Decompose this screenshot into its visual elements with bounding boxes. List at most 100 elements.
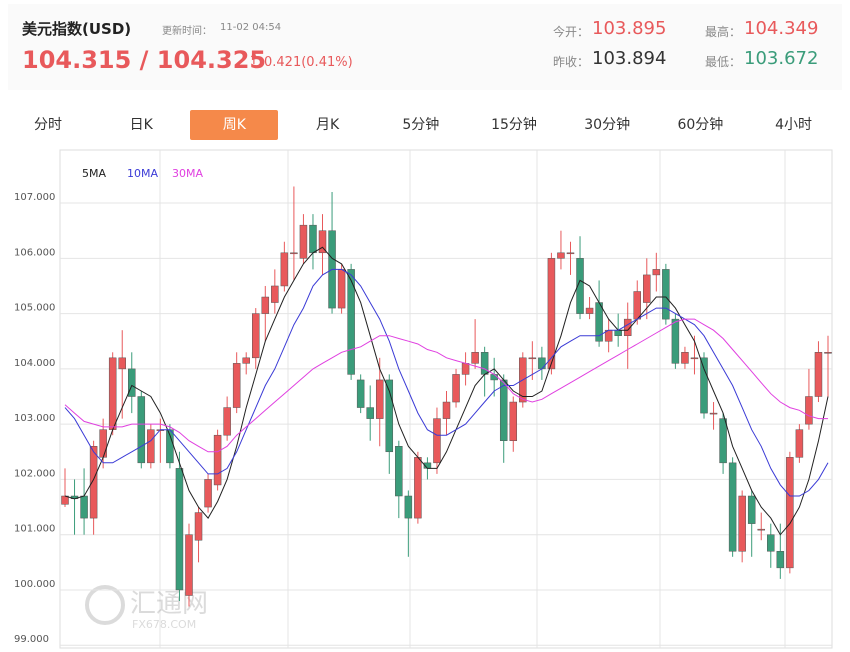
y-tick-label: 107.000 [14, 192, 55, 203]
tab[interactable]: 日K [129, 117, 153, 133]
candle-body [118, 357, 126, 370]
stat-label: 今开： [553, 25, 590, 39]
candle-body [538, 357, 546, 370]
candle-body [147, 429, 155, 464]
tab[interactable]: 60分钟 [677, 117, 724, 133]
candle-body [452, 374, 460, 403]
legend-label: 30MA [172, 167, 203, 180]
ma-line [64, 246, 829, 536]
title: 美元指数(USD) [22, 20, 132, 38]
stat-value: 103.894 [592, 48, 667, 69]
legend-label: 5MA [82, 167, 106, 180]
stat-label: 昨收： [553, 55, 590, 69]
candle-body [99, 429, 107, 458]
candle-body [690, 357, 699, 360]
candle-body [108, 357, 117, 430]
y-tick-label: 100.000 [14, 579, 55, 590]
v-grid [159, 150, 786, 648]
ma-line [64, 268, 829, 497]
y-tick-label: 99.000 [14, 634, 49, 645]
candle-body [252, 313, 260, 359]
candle-body [242, 357, 250, 364]
candle-body [671, 318, 680, 364]
candle-body [175, 468, 184, 591]
candle-body [185, 534, 193, 596]
candle-body [499, 379, 508, 441]
y-tick-label: 103.000 [14, 413, 55, 424]
candle-body [786, 457, 794, 569]
candle-body [623, 318, 632, 336]
plot-frame [59, 149, 833, 649]
candle-body [385, 379, 394, 453]
candle-body [614, 329, 622, 336]
candle-body [585, 307, 594, 314]
y-tick-label: 102.000 [14, 468, 55, 479]
candle-body [728, 462, 737, 552]
candle-body [61, 495, 69, 505]
candle-body [652, 269, 661, 276]
candle-body [471, 352, 479, 364]
watermark: 汇通网 FX678.COM [85, 585, 208, 631]
candle-body [299, 224, 308, 259]
legend-label: 10MA [127, 167, 158, 180]
tab[interactable]: 月K [316, 117, 340, 133]
ma-line [64, 318, 828, 453]
candle-body [261, 296, 270, 314]
tab[interactable]: 4小时 [775, 117, 813, 133]
stat-value: 103.895 [592, 18, 667, 39]
candle-body [366, 407, 374, 419]
update-label: 更新时间： [162, 26, 212, 37]
stat-value: 104.349 [744, 18, 819, 39]
candle-body [480, 352, 489, 375]
candle-body [442, 401, 451, 419]
tab[interactable]: 分时 [34, 117, 62, 133]
candle-body [824, 352, 832, 354]
candle-body [461, 363, 470, 375]
candle-body [280, 252, 289, 287]
candle-body [290, 252, 298, 255]
candle-body [681, 352, 689, 364]
candle-body [404, 495, 413, 519]
candle-body [271, 285, 279, 303]
watermark-name: 汇通网 [130, 589, 208, 619]
candle-body [700, 357, 708, 414]
candle-body [137, 396, 146, 464]
candle-body [347, 269, 355, 375]
header: 美元指数(USD) 更新时间： 11-02 04:54 104.315 / 10… [8, 4, 842, 90]
tab[interactable]: 15分钟 [491, 117, 537, 133]
candle-body [643, 274, 651, 303]
candle-body [767, 534, 775, 552]
tab[interactable]: 5分钟 [402, 117, 440, 133]
candle-body [194, 512, 203, 541]
candle-body [795, 429, 804, 458]
candle-body [89, 446, 98, 519]
candle-body [337, 269, 346, 309]
tab[interactable]: 周K [190, 110, 279, 140]
price: 104.315 / 104.325 [22, 46, 267, 74]
candle-body [414, 457, 422, 519]
candle-body [662, 269, 670, 320]
watermark-site: FX678.COM [132, 618, 196, 631]
y-tick-label: 104.000 [14, 358, 55, 369]
candle-body [213, 434, 222, 486]
y-tick-label: 106.000 [14, 247, 55, 258]
candle-body [805, 396, 813, 425]
stat-label: 最低： [705, 55, 742, 69]
candle-body [509, 401, 518, 441]
candle-body [528, 357, 537, 360]
candle-body [633, 291, 641, 320]
candle-body [757, 528, 765, 531]
stat-label: 最高： [705, 25, 742, 39]
candle-body [776, 551, 785, 569]
y-tick-label: 101.000 [14, 524, 55, 535]
candle-body [738, 495, 746, 552]
candle-body [375, 379, 384, 419]
candle-body [318, 230, 327, 254]
candle-body [128, 368, 136, 397]
tab[interactable]: 30分钟 [584, 117, 631, 133]
candle-body [547, 258, 556, 370]
candle-body [576, 258, 584, 314]
candle-body [80, 495, 88, 519]
candle-body [356, 379, 365, 408]
